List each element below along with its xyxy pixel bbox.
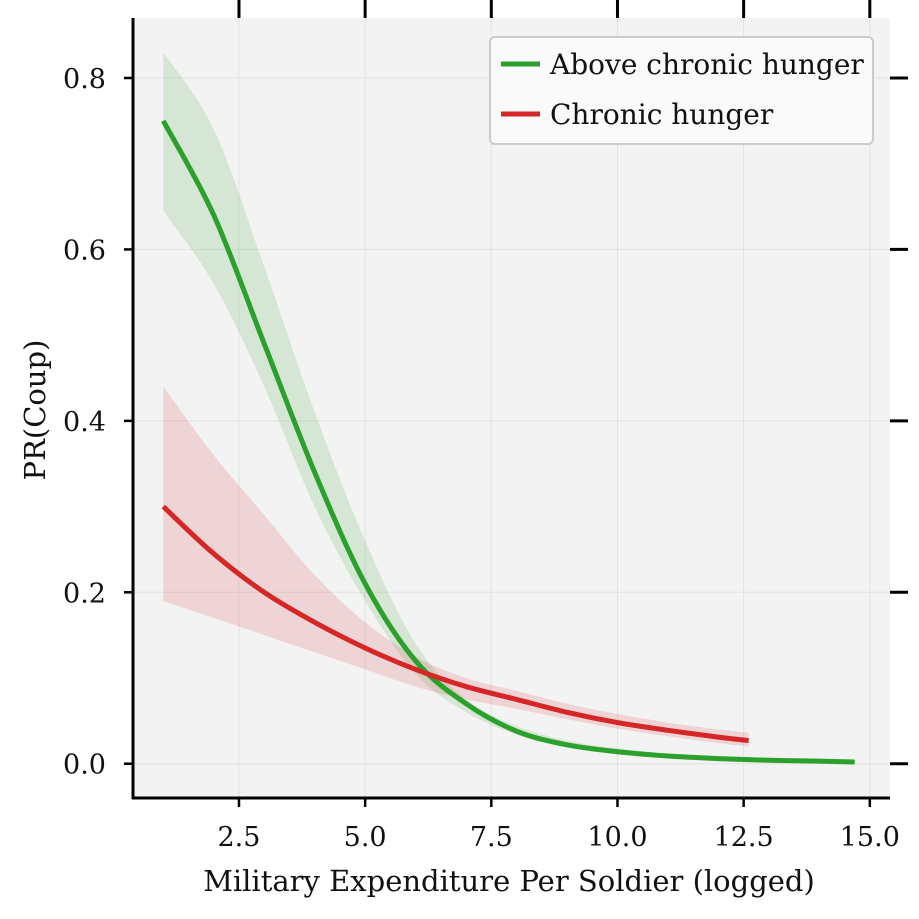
plot-background xyxy=(133,18,890,798)
y-tick-label-0: 0.0 xyxy=(63,750,106,781)
series-lines xyxy=(161,119,855,765)
legend: Above chronic hunger Chronic hunger xyxy=(489,36,874,145)
y-tick-label-3: 0.6 xyxy=(63,235,106,266)
x-tick-label-4: 12.5 xyxy=(714,822,774,853)
y-tick-label-4: 0.8 xyxy=(63,64,106,95)
x-tick-label-1: 5.0 xyxy=(344,822,387,853)
band-chronic-hunger xyxy=(163,386,749,747)
legend-label-above-chronic-hunger: Above chronic hunger xyxy=(549,48,864,81)
x-tick-label-0: 2.5 xyxy=(218,822,261,853)
line-above-chronic-hunger xyxy=(161,119,855,765)
x-tick-label-3: 10.0 xyxy=(587,822,647,853)
band-above-chronic-hunger xyxy=(163,52,855,763)
tick-labels: 2.5 5.0 7.5 10.0 12.5 15.0 0.0 0.2 0.4 0.6 0.8 xyxy=(63,64,900,853)
x-tick-label-5: 15.0 xyxy=(840,822,900,853)
x-axis-title: Military Expenditure Per Soldier (logged… xyxy=(203,864,815,898)
legend-label-chronic-hunger: Chronic hunger xyxy=(550,98,774,131)
legend-box xyxy=(489,36,874,145)
confidence-bands xyxy=(163,52,855,763)
x-tick-label-2: 7.5 xyxy=(470,822,513,853)
line-chronic-hunger xyxy=(161,504,749,744)
y-tick-label-2: 0.4 xyxy=(63,407,106,438)
y-axis-title: PR(Coup) xyxy=(18,340,52,481)
y-tick-label-1: 0.2 xyxy=(63,578,106,609)
